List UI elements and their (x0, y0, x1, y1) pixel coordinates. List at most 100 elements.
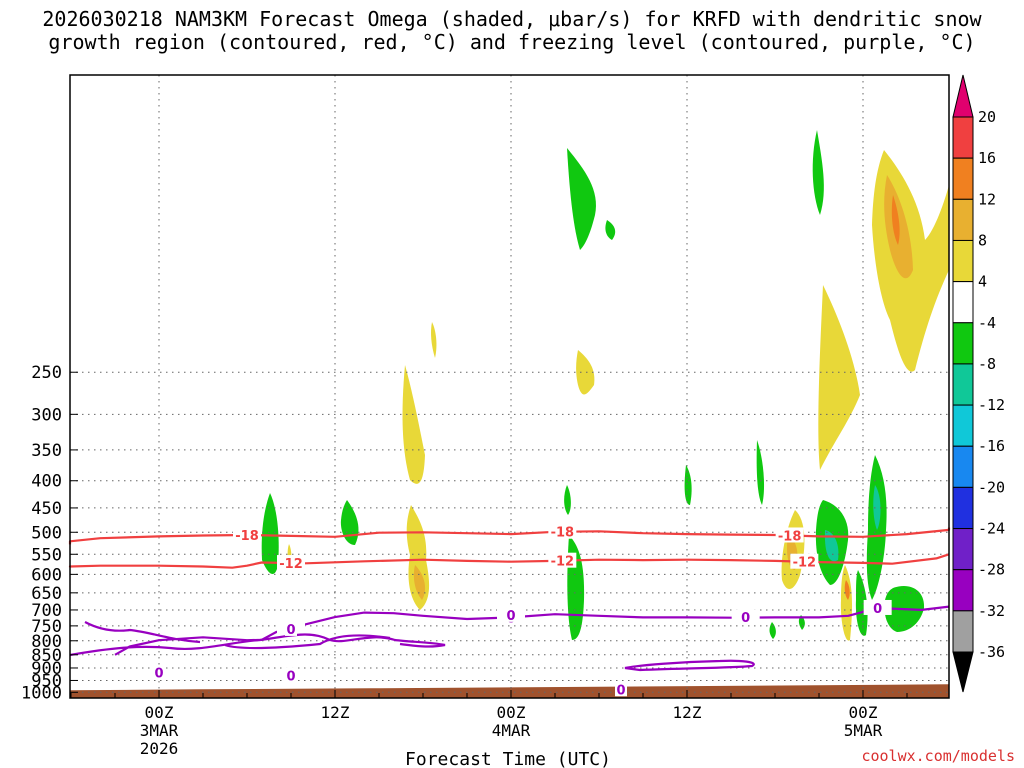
ground-surface (70, 684, 949, 698)
omega-shading-layer (261, 130, 949, 641)
zero-label-3: 0 (154, 667, 163, 682)
colorbar-seg-1 (952, 157, 974, 200)
omega-region-8 (576, 350, 595, 395)
omega-region-13 (340, 500, 359, 545)
omega-region-26 (840, 565, 853, 641)
ytick-label-p250: 250 (31, 363, 62, 383)
contour-label-bg-0-2 (775, 527, 804, 543)
colorbar-label-10: -24 (978, 520, 1005, 538)
xtick-label-h48-0: 00Z (849, 703, 878, 722)
colorbar-seg-7 (952, 404, 974, 447)
freezing-level-loop-0 (69, 633, 446, 657)
zero-label-2: 0 (741, 611, 750, 626)
zero-label-bg-2 (739, 609, 752, 625)
contour-label-1-1: -12 (551, 555, 575, 570)
colorbar-label-6: -8 (978, 355, 996, 373)
colorbar-seg-10 (952, 528, 974, 571)
ground-layer (70, 684, 949, 698)
chart-title-line2: growth region (contoured, red, °C) and f… (48, 30, 976, 54)
ytick-label-p700: 700 (31, 601, 62, 621)
credit-text: coolwx.com/models (861, 747, 1015, 765)
colorbar-label-9: -20 (978, 478, 1005, 496)
xtick-label-h12-0: 12Z (321, 703, 350, 722)
freezing-level-loop-3 (624, 659, 755, 672)
colorbar-seg-2 (952, 198, 974, 241)
zero-label-bg-0 (285, 620, 297, 636)
xtick-label-h0-2: 2026 (140, 739, 179, 758)
zero-label-bg-4 (285, 667, 297, 683)
colorbar-seg-4 (952, 281, 974, 324)
contour-label-0-1: -18 (551, 526, 575, 541)
colorbar-label-13: -36 (978, 643, 1005, 661)
x-axis-label: Forecast Time (UTC) (405, 749, 611, 768)
zero-label-bg-1 (505, 606, 517, 622)
ytick-label-p450: 450 (31, 499, 62, 519)
ytick-label-p350: 350 (31, 441, 62, 461)
xtick-label-h0-1: 3MAR (140, 721, 179, 740)
contour-label-1-2: -12 (793, 556, 817, 571)
omega-region-9 (402, 365, 425, 484)
colorbar-label-12: -32 (978, 602, 1005, 620)
xtick-label-h24-0: 00Z (497, 703, 526, 722)
ytick-label-p950: 950 (31, 671, 62, 691)
ytick-label-p300: 300 (31, 405, 62, 425)
colorbar-seg-3 (952, 239, 974, 283)
colorbar-seg-5 (952, 322, 974, 365)
zero-label-1: 0 (506, 609, 515, 624)
colorbar-label-2: 12 (978, 190, 996, 208)
omega-region-0 (567, 148, 596, 250)
contour-layer: -18-18-18-12-12-120000000000 (68, 523, 951, 698)
colorbar-seg-9 (952, 486, 974, 530)
colorbar-seg-12 (952, 610, 974, 653)
contour-label-0-2: -18 (778, 529, 802, 544)
freezing-level-loop-2 (84, 621, 201, 644)
chart-title-line1: 2026030218 NAM3KM Forecast Omega (shaded… (42, 7, 982, 31)
zero-label-5: 0 (616, 683, 625, 698)
colorbar-seg-8 (952, 445, 974, 488)
contour-label-bg-2-3 (863, 599, 892, 615)
ytick-label-p650: 650 (31, 584, 62, 604)
ytick-label-p750: 750 (31, 617, 62, 637)
ytick-label-p500: 500 (31, 523, 62, 543)
colorbar-label-1: 16 (978, 149, 996, 167)
omega-region-5 (891, 195, 900, 245)
ytick-label-p600: 600 (31, 565, 62, 585)
omega-region-24 (855, 570, 868, 636)
contour-label-1-0: -12 (279, 557, 303, 572)
ytick-label-p800: 800 (31, 632, 62, 652)
contour-label-bg-0-1 (548, 523, 577, 539)
contour-label-bg-0-0 (233, 527, 261, 543)
contour-label-bg-1-1 (548, 552, 577, 568)
omega-region-2 (812, 130, 824, 215)
omega-region-28 (769, 622, 776, 639)
plot-frame (69, 74, 950, 699)
omega-region-21 (824, 530, 839, 562)
ytick-label-p400: 400 (31, 472, 62, 492)
colorbar-seg-0 (952, 116, 974, 159)
omega-region-11 (413, 565, 426, 600)
ytick-label-p1000: 1000 (21, 683, 62, 703)
xtick-label-h0-0: 00Z (145, 703, 174, 722)
colorbar-label-5: -4 (978, 314, 996, 332)
xtick-label-h48-1: 5MAR (844, 721, 883, 740)
omega-region-6 (818, 285, 860, 470)
omega-region-17 (756, 440, 765, 505)
colorbar-seg-6 (952, 363, 974, 406)
omega-region-27 (844, 580, 850, 600)
zero-label-0: 0 (286, 623, 295, 638)
xtick-label-h24-1: 4MAR (492, 721, 531, 740)
zero-label-bg-3 (153, 664, 165, 680)
omega-region-14 (564, 485, 571, 515)
contour-label-0-0: -18 (235, 529, 259, 544)
colorbar-bottom-arrow (952, 651, 974, 693)
xtick-label-h36-0: 12Z (673, 703, 702, 722)
omega-region-1 (605, 220, 616, 240)
contour-line-1 (68, 553, 950, 569)
zero-label-4: 0 (286, 670, 295, 685)
colorbar-label-0: 20 (978, 108, 996, 126)
omega-region-23 (873, 485, 881, 530)
omega-region-15 (567, 535, 585, 640)
colorbar-seg-11 (952, 569, 974, 612)
omega-region-7 (431, 322, 437, 358)
